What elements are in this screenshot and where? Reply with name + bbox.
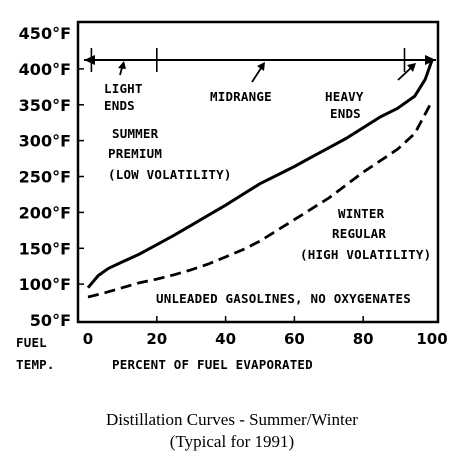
y-tick-label: 150°F	[19, 239, 71, 258]
light-ends-label-2: ENDS	[104, 98, 135, 113]
y-tick-label: 400°F	[19, 60, 71, 79]
y-axis: 50°F 100°F 150°F 200°F 250°F 300°F 350°F 400°F 4…	[19, 24, 84, 330]
heavy-ends-arrowhead	[407, 63, 416, 72]
heavy-ends-label-2: ENDS	[330, 106, 361, 121]
y-tick-label: 200°F	[19, 203, 71, 222]
y-tick-label: 50°F	[30, 311, 71, 330]
x-tick-label: 60	[284, 330, 305, 348]
heavy-ends-label-1: HEAVY	[325, 89, 364, 104]
x-tick-label: 0	[83, 330, 93, 348]
light-ends-arrowhead	[118, 61, 126, 69]
midrange-label: MIDRANGE	[210, 89, 272, 104]
pointer-arrows	[118, 61, 416, 83]
winter-label-3: (HIGH VOLATILITY)	[300, 247, 431, 262]
summer-label-2: PREMIUM	[108, 146, 162, 161]
y-axis-title-2: TEMP.	[16, 357, 55, 372]
caption-line-1: Distillation Curves - Summer/Winter	[106, 410, 358, 429]
y-tick-label: 250°F	[19, 168, 71, 187]
x-axis: 0 20 40 60 80 100	[83, 316, 448, 348]
winter-label-2: REGULAR	[332, 226, 386, 241]
y-tick-label: 350°F	[19, 96, 71, 115]
plot-frame	[76, 20, 440, 324]
x-tick-label: 80	[353, 330, 374, 348]
x-tick-label: 100	[416, 330, 447, 348]
summer-label-3: (LOW VOLATILITY)	[108, 167, 232, 182]
y-tick-label: 450°F	[19, 24, 71, 43]
summer-label-1: SUMMER	[112, 126, 159, 141]
winter-label-1: WINTER	[338, 206, 385, 221]
x-tick-label: 40	[215, 330, 236, 348]
light-ends-label-1: LIGHT	[104, 81, 143, 96]
note-label: UNLEADED GASOLINES, NO OXYGENATES	[156, 291, 411, 306]
y-tick-label: 100°F	[19, 275, 71, 294]
range-arrow-right	[425, 55, 436, 65]
summer-premium-curve	[86, 59, 434, 289]
winter-regular-curve	[87, 100, 434, 299]
midrange-arrowhead	[257, 62, 265, 71]
caption-line-2: (Typical for 1991)	[170, 432, 294, 451]
y-axis-title-1: FUEL	[16, 335, 47, 350]
x-axis-title: PERCENT OF FUEL EVAPORATED	[112, 357, 313, 372]
y-tick-label: 300°F	[19, 132, 71, 151]
x-tick-label: 20	[146, 330, 167, 348]
range-arrows	[84, 48, 436, 72]
range-arrow-left	[84, 55, 95, 65]
